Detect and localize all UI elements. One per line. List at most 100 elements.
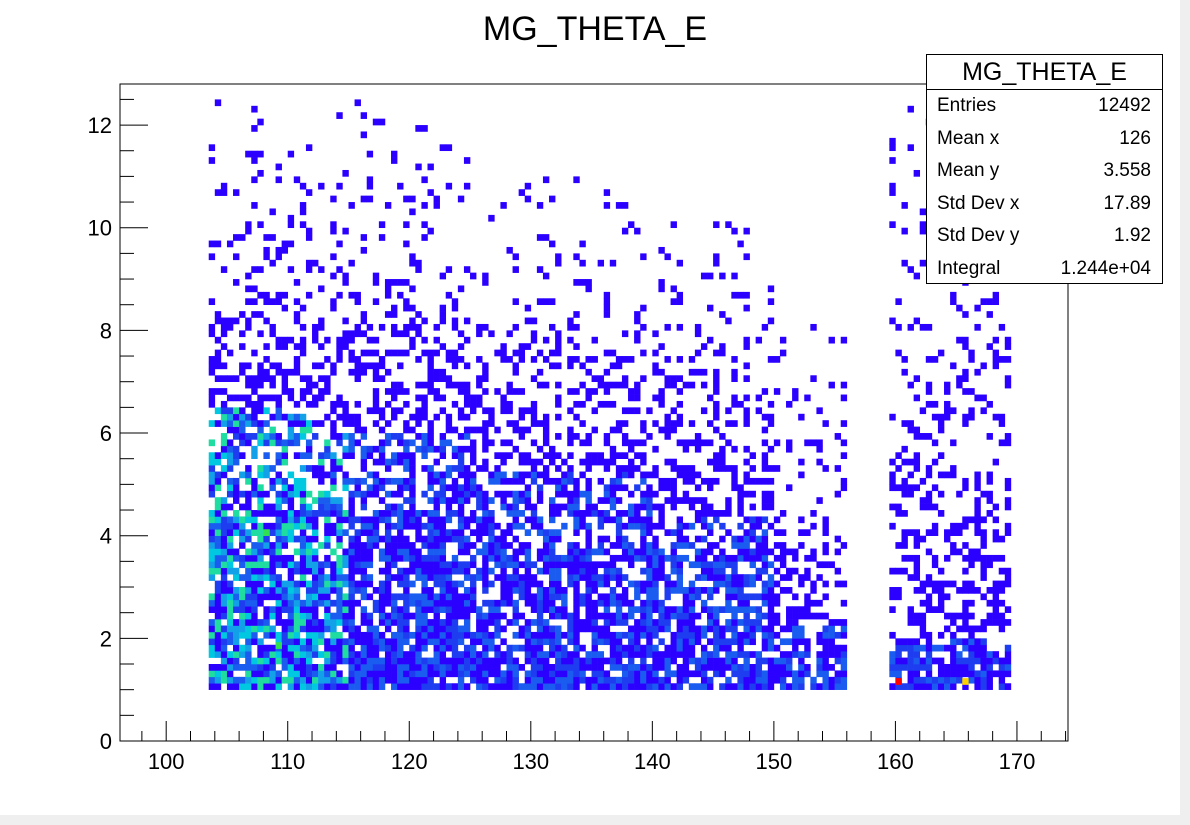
heatmap-cell xyxy=(214,522,222,530)
heatmap-cell xyxy=(354,426,361,434)
heatmap-cell xyxy=(500,548,507,556)
heatmap-cell xyxy=(384,542,392,549)
heatmap-cell xyxy=(220,510,228,517)
heatmap-cell xyxy=(251,285,258,293)
heatmap-cell xyxy=(409,208,416,216)
heatmap-cell xyxy=(500,529,507,536)
heatmap-cell xyxy=(615,599,623,607)
heatmap-cell xyxy=(585,683,592,690)
heatmap-cell xyxy=(293,279,301,286)
heatmap-cell xyxy=(220,670,228,678)
heatmap-cell xyxy=(567,510,574,517)
heatmap-cell xyxy=(974,368,981,376)
heatmap-cell xyxy=(700,683,708,690)
heatmap-cell xyxy=(287,484,295,492)
heatmap-cell xyxy=(737,619,744,626)
heatmap-cell xyxy=(688,381,696,389)
heatmap-cell xyxy=(482,433,489,440)
heatmap-cell xyxy=(615,676,623,684)
heatmap-cell xyxy=(652,465,659,472)
heatmap-cell xyxy=(409,542,416,549)
heatmap-cell xyxy=(257,407,264,415)
heatmap-cell xyxy=(403,638,410,646)
heatmap-cell xyxy=(779,542,787,549)
heatmap-cell xyxy=(634,548,641,556)
heatmap-cell xyxy=(694,612,702,620)
heatmap-cell xyxy=(336,561,343,569)
heatmap-cell xyxy=(305,535,313,543)
heatmap-cell xyxy=(700,343,708,350)
heatmap-cell xyxy=(360,445,368,453)
heatmap-cell xyxy=(445,381,453,389)
stats-key: Integral xyxy=(937,257,1001,279)
heatmap-cell xyxy=(907,676,914,684)
heatmap-cell xyxy=(318,510,325,517)
heatmap-cell xyxy=(506,400,513,408)
heatmap-cell xyxy=(366,407,374,415)
heatmap-cell xyxy=(427,574,434,581)
heatmap-cell xyxy=(470,529,477,536)
stats-row-mean-y: Mean y 3.558 xyxy=(927,155,1162,188)
heatmap-cell xyxy=(336,516,343,524)
heatmap-cell xyxy=(482,368,489,376)
heatmap-cell xyxy=(433,548,440,556)
heatmap-cell xyxy=(573,433,580,440)
heatmap-cell xyxy=(305,516,313,524)
heatmap-cell xyxy=(439,587,447,594)
heatmap-cell xyxy=(579,619,586,626)
heatmap-cell xyxy=(901,554,908,562)
heatmap-cell xyxy=(226,323,234,331)
heatmap-cell xyxy=(226,535,234,543)
heatmap-cell xyxy=(433,458,440,466)
heatmap-cell xyxy=(573,567,580,575)
heatmap-cell xyxy=(931,413,939,421)
heatmap-cell xyxy=(628,683,635,690)
heatmap-cell xyxy=(658,612,665,620)
heatmap-cell xyxy=(700,516,708,524)
heatmap-cell xyxy=(536,619,544,626)
heatmap-cell xyxy=(925,381,933,389)
heatmap-cell xyxy=(512,516,519,524)
heatmap-cell xyxy=(658,279,665,286)
heatmap-cell xyxy=(342,510,349,517)
heatmap-cell xyxy=(719,638,726,646)
heatmap-cell xyxy=(597,477,605,485)
heatmap-cell xyxy=(257,169,264,177)
heatmap-cell xyxy=(530,458,538,466)
heatmap-cell xyxy=(755,612,763,620)
heatmap-cell xyxy=(415,561,422,569)
heatmap-cell xyxy=(950,612,957,620)
heatmap-cell xyxy=(944,529,951,536)
heatmap-cell xyxy=(591,683,598,690)
heatmap-cell xyxy=(287,676,295,684)
heatmap-cell xyxy=(822,657,829,665)
heatmap-cell xyxy=(409,477,416,485)
heatmap-cell xyxy=(919,535,927,543)
heatmap-cell xyxy=(348,433,355,440)
heatmap-cell xyxy=(409,484,416,492)
heatmap-cell xyxy=(251,676,258,684)
heatmap-cell xyxy=(676,683,684,690)
heatmap-cell xyxy=(305,234,313,241)
heatmap-cell xyxy=(257,266,264,273)
heatmap-cell xyxy=(403,420,410,427)
heatmap-cell xyxy=(299,497,307,504)
heatmap-cell xyxy=(220,465,228,472)
heatmap-cell xyxy=(384,279,392,286)
heatmap-cell xyxy=(603,683,611,690)
heatmap-cell xyxy=(348,291,355,299)
heatmap-cell xyxy=(257,362,264,370)
heatmap-cell xyxy=(524,651,532,658)
heatmap-cell xyxy=(360,426,368,434)
heatmap-cell xyxy=(1004,433,1012,440)
heatmap-cell xyxy=(567,497,574,504)
heatmap-cell xyxy=(585,593,592,601)
heatmap-cell xyxy=(275,587,282,594)
heatmap-cell xyxy=(318,587,325,594)
heatmap-cell xyxy=(421,349,428,357)
heatmap-cell xyxy=(342,420,349,427)
heatmap-cell xyxy=(621,522,629,530)
heatmap-cell xyxy=(925,638,933,646)
heatmap-cell xyxy=(658,510,665,517)
